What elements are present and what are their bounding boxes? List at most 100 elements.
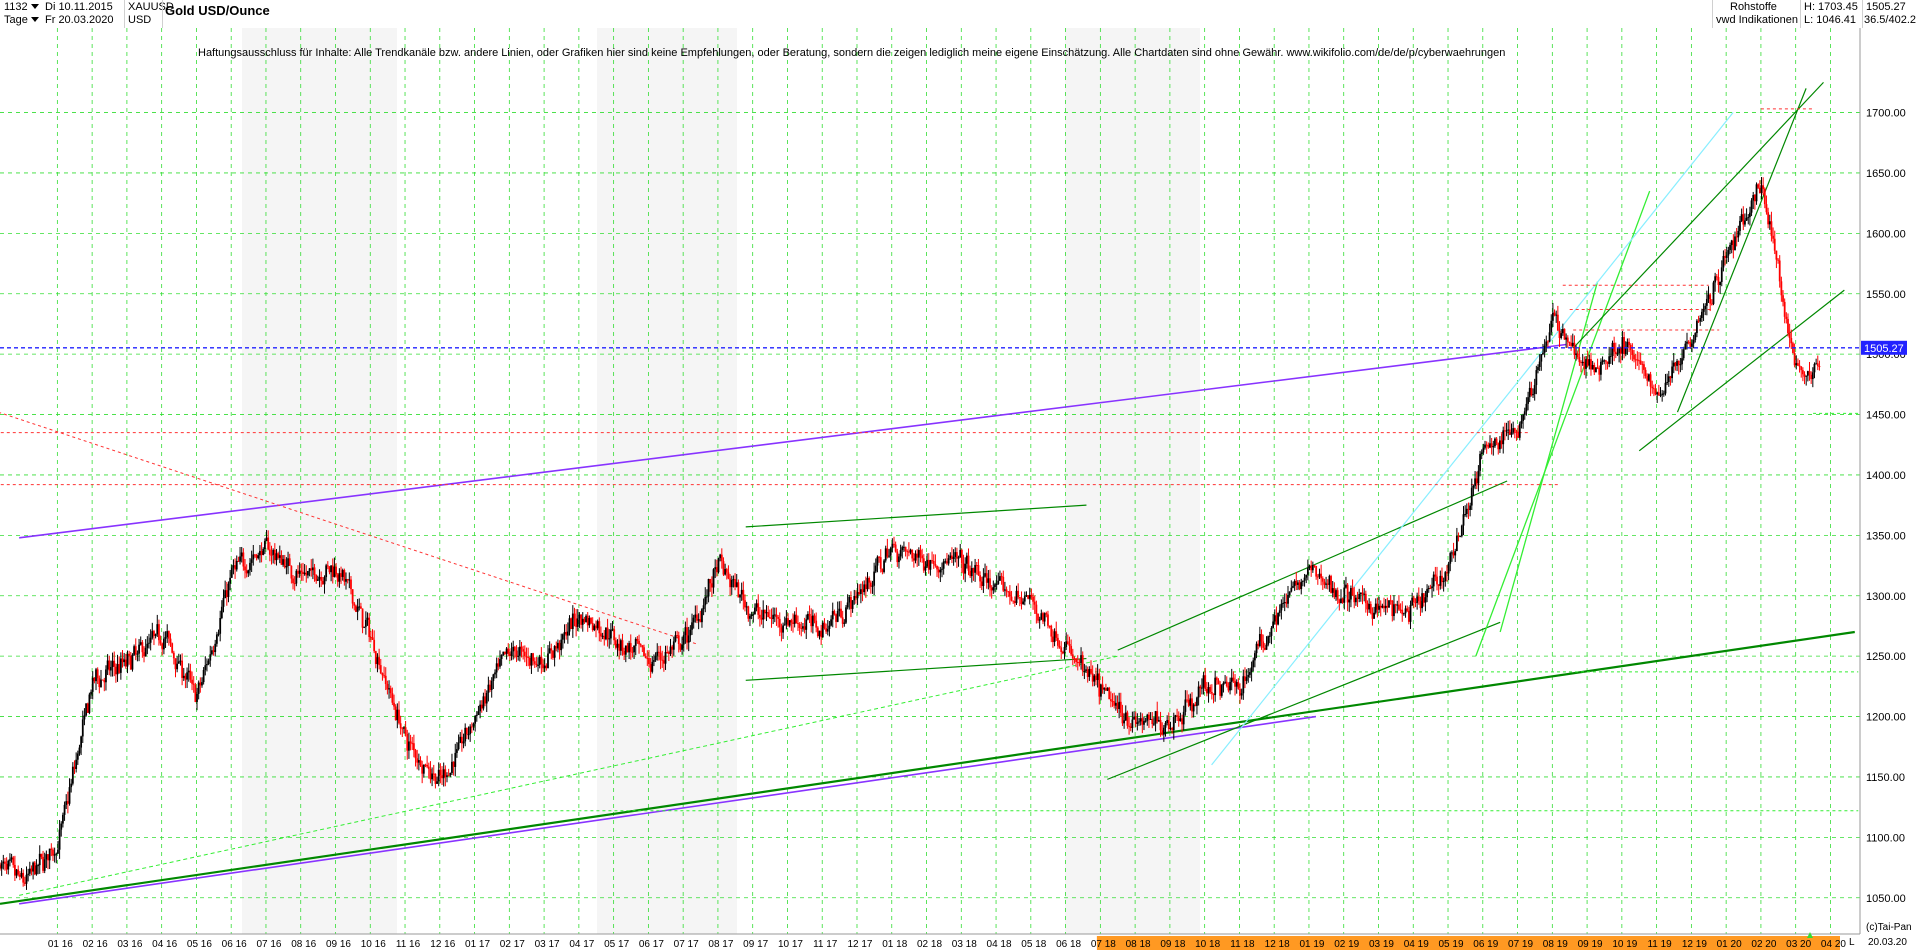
candle-body <box>1263 647 1266 650</box>
candle-body <box>1502 430 1505 445</box>
candle-body <box>1489 443 1491 448</box>
candle-body <box>1785 316 1788 319</box>
period-selector[interactable]: Tage <box>4 14 42 27</box>
candle-body <box>1624 347 1627 355</box>
candle-body <box>671 646 674 650</box>
candle-body <box>1636 359 1639 361</box>
candle-body <box>939 569 942 573</box>
candle-body <box>667 652 670 654</box>
candle-body <box>633 645 635 653</box>
candle-body <box>1441 575 1443 583</box>
candle-body <box>757 603 760 615</box>
candle-body <box>1060 647 1063 652</box>
candle-body <box>105 669 107 683</box>
triangle-lower-line <box>745 657 1087 681</box>
candle-body <box>1273 615 1276 622</box>
candle-body <box>1210 691 1213 694</box>
candle-body <box>1563 328 1566 340</box>
candle-body <box>765 612 768 614</box>
candle-body <box>1530 387 1533 396</box>
candle-body <box>788 620 791 626</box>
candle-body <box>899 550 902 557</box>
candle-body <box>22 872 25 883</box>
candle-body <box>1732 240 1735 251</box>
candle-body <box>1295 580 1298 585</box>
candle-body <box>1109 699 1112 702</box>
candle-body <box>460 736 463 744</box>
candle-body <box>1407 610 1410 622</box>
candle-body <box>1523 411 1526 415</box>
candle-body <box>1161 730 1164 735</box>
candle-body <box>1297 582 1299 585</box>
candle-body <box>1209 687 1212 692</box>
candle-body <box>1426 589 1428 598</box>
candle-body <box>701 609 703 623</box>
candle-body <box>1047 614 1049 626</box>
candle-body <box>66 801 69 804</box>
candle-body <box>95 669 97 682</box>
candle-body <box>889 548 892 556</box>
candle-body <box>816 627 819 637</box>
candle-body <box>1772 235 1774 239</box>
candle-body <box>871 585 874 587</box>
candle-body <box>583 618 586 623</box>
candle-body <box>346 578 349 581</box>
candle-body <box>477 711 480 716</box>
candle-body <box>641 645 644 648</box>
candle-body <box>547 653 549 669</box>
candle-body <box>1518 423 1521 438</box>
candle-body <box>1715 276 1718 278</box>
candle-body <box>1689 342 1692 347</box>
candle-body <box>1095 675 1097 681</box>
candle-body <box>581 618 584 625</box>
candle-body <box>459 736 462 743</box>
candle-body <box>53 854 56 856</box>
candle-body <box>275 553 278 561</box>
candle-body <box>664 651 667 664</box>
candle-body <box>919 550 922 556</box>
candle-body <box>106 660 109 670</box>
candle-body <box>10 857 13 860</box>
candle-body <box>606 627 609 640</box>
long-term-support-line <box>0 630 1855 905</box>
candle-body <box>1257 643 1260 647</box>
candle-body <box>638 640 640 645</box>
candle-body <box>858 592 861 595</box>
y-tick-label: 1200.00 <box>1866 712 1906 724</box>
candle-body <box>1398 604 1400 610</box>
candle-body <box>259 551 261 556</box>
end-date-label: 20.03.20 <box>1868 937 1907 948</box>
candle-body <box>1705 298 1708 306</box>
candle-body <box>1811 372 1814 380</box>
candle-body <box>1439 575 1442 586</box>
candle-body <box>537 664 539 666</box>
candle-body <box>295 570 298 584</box>
candle-body <box>1431 586 1433 589</box>
candle-body <box>1338 599 1341 604</box>
candle-body <box>1542 352 1544 355</box>
candle-body <box>1641 363 1644 365</box>
x-tick-label: 10 18 <box>1195 939 1220 950</box>
candle-body <box>995 583 998 585</box>
candle-body <box>1239 688 1241 696</box>
candle-body <box>441 775 443 779</box>
candle-body <box>831 611 834 620</box>
candle-body <box>1343 587 1346 603</box>
candle-body <box>404 727 407 734</box>
candle-body <box>1197 686 1200 698</box>
bar-count-selector[interactable]: 1132 <box>4 1 42 14</box>
candle-body <box>1482 447 1485 453</box>
candle-body <box>4 861 6 864</box>
candle-body <box>707 579 710 597</box>
x-tick-label: 09 16 <box>326 939 351 950</box>
candle-body <box>1571 342 1574 346</box>
candle-body <box>235 560 238 570</box>
candle-body <box>1787 318 1789 334</box>
candle-body <box>737 582 740 598</box>
candle-body <box>1325 583 1327 585</box>
candle-body <box>1326 583 1329 585</box>
candle-body <box>795 614 798 623</box>
candle-body <box>811 615 814 627</box>
candle-body <box>894 544 897 552</box>
candle-body <box>393 702 395 707</box>
